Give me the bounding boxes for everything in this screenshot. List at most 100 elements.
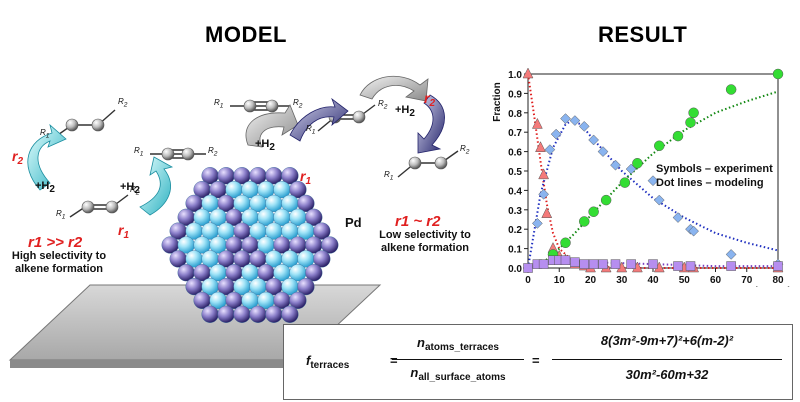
data-point-diamond <box>532 218 543 229</box>
pd-edge-atom <box>289 291 307 309</box>
data-point-square <box>579 259 589 269</box>
data-point-circle <box>688 107 699 119</box>
data-point-circle <box>560 237 571 249</box>
support-plate-edge <box>10 360 300 368</box>
molecule-alkyne-top <box>230 101 290 111</box>
result-heading: RESULT <box>598 22 688 47</box>
formula-numerator-right: 8(3m²-9m+7)²+6(m-2)² <box>600 333 734 348</box>
molecule-alkane-right <box>397 150 459 178</box>
model-line-0 <box>527 73 778 269</box>
pd-edge-atom <box>305 208 323 226</box>
pd-label: Pd <box>345 215 362 230</box>
data-point-square <box>726 261 736 271</box>
ratio-high: r1 >> r2 <box>28 234 83 251</box>
data-point-square <box>626 259 636 269</box>
x-axis-label: Time, min <box>750 286 797 287</box>
x-tick-label: 30 <box>616 275 628 286</box>
r2-label-left: r2 <box>12 148 24 167</box>
formula-denominator-right: 30m²-60m+32 <box>625 367 709 382</box>
fraction-bar-left <box>392 359 524 360</box>
y-tick-label: 0.9 <box>508 89 522 100</box>
r1-label-top: r1 <box>300 168 312 187</box>
h2-label-right: +H2 <box>395 104 415 119</box>
r2-label-right: r2 <box>424 90 436 109</box>
x-tick-label: 70 <box>741 275 753 286</box>
y-tick-label: 0.0 <box>508 264 522 275</box>
y-tick-label: 0.5 <box>508 167 522 178</box>
data-point-diamond <box>688 225 699 237</box>
data-point-diamond <box>578 121 590 132</box>
pd-edge-atom <box>265 305 283 323</box>
data-point-square <box>570 257 580 267</box>
y-tick-label: 0.8 <box>508 109 522 120</box>
data-point-diamond <box>544 144 556 156</box>
formula-eq-1: = <box>390 353 398 368</box>
x-tick-label: 20 <box>585 275 597 286</box>
low-selectivity-note: Low selectivity to alkene formation <box>379 229 471 254</box>
data-point-circle <box>685 117 696 128</box>
pd-edge-atom <box>201 305 219 323</box>
pd-edge-atom <box>249 305 267 323</box>
data-point-circle <box>632 157 643 169</box>
y-tick-label: 0.2 <box>508 225 522 236</box>
r1-label-center: r1 <box>118 222 130 241</box>
y-tick-label: 0.4 <box>508 186 522 197</box>
navy-arrow-top <box>289 97 349 142</box>
x-tick-label: 50 <box>679 275 691 286</box>
y-tick-label: 0.7 <box>508 128 522 139</box>
formula-box: fterraces = natoms_terraces nall_surface… <box>283 324 793 400</box>
data-point-circle <box>588 206 599 217</box>
pd-edge-atom <box>217 305 235 323</box>
formula-eq-2: = <box>532 353 540 368</box>
cyan-arrow-left <box>27 123 67 191</box>
data-point-diamond <box>610 159 621 171</box>
x-tick-label: 10 <box>554 275 566 286</box>
result-chart: 0.0 0.1 0.2 0.3 0.4 0.5 0.6 0.7 0.8 0.9 1.0 0 10 20 30… <box>492 67 797 287</box>
data-point-square <box>673 261 683 271</box>
pd-edge-atom <box>281 305 299 323</box>
data-point-circle <box>619 177 631 188</box>
pd-edge-atom <box>321 236 339 254</box>
data-point-square <box>648 259 658 269</box>
data-point-circle <box>600 194 612 206</box>
fraction-bar-right <box>552 359 782 360</box>
data-point-circle <box>725 84 737 95</box>
data-point-square <box>685 261 696 271</box>
navy-arrow-right <box>417 94 445 154</box>
data-point-square <box>610 259 621 269</box>
formula-lhs: fterraces <box>306 353 350 371</box>
data-point-diamond <box>597 146 609 157</box>
pd-edge-atom <box>297 278 315 296</box>
pd-edge-atom <box>289 181 307 199</box>
formula-numerator-left: natoms_terraces <box>417 335 499 353</box>
data-point-circle <box>672 130 684 142</box>
pd-edge-atom <box>313 222 331 240</box>
plot-area <box>527 73 779 269</box>
y-tick-label: 0.3 <box>508 206 522 217</box>
pd-edge-atom <box>281 167 299 185</box>
x-tick-label: 60 <box>710 275 722 286</box>
data-point-triangle <box>522 67 534 79</box>
data-point-diamond <box>569 115 581 126</box>
data-point-triangle <box>538 168 550 180</box>
data-point-square <box>560 255 571 265</box>
data-point-circle <box>772 68 784 80</box>
pd-edge-atom <box>233 305 251 323</box>
pd-edge-atom <box>313 250 331 268</box>
data-point-triangle <box>541 207 553 218</box>
molecule-alkane-left <box>54 109 116 138</box>
data-point-circle <box>579 216 590 227</box>
y-tick-label: 1.0 <box>508 70 522 81</box>
gray-arrow-right <box>359 76 429 102</box>
model-heading: MODEL <box>205 22 287 47</box>
data-point-circle <box>654 140 665 152</box>
h2-label-left: +H2 <box>35 180 55 195</box>
pd-nanoparticle <box>161 167 339 323</box>
data-point-diamond <box>672 212 684 223</box>
data-point-square <box>523 263 533 273</box>
y-tick-label: 0.6 <box>508 148 522 159</box>
legend-note: Symbols – experiment Dot lines – modelin… <box>656 163 773 189</box>
ratio-low: r1 ~ r2 <box>395 213 441 230</box>
data-point-diamond <box>560 113 571 124</box>
x-tick-label: 80 <box>772 275 784 286</box>
